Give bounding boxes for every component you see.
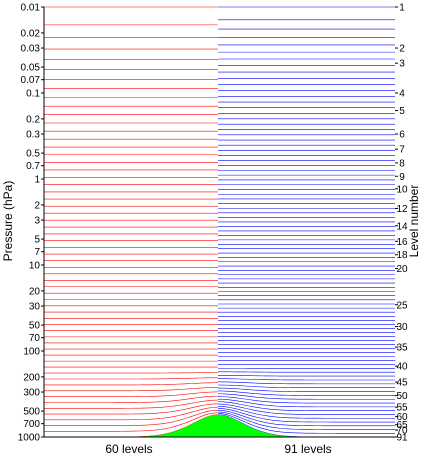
right-tick-label: 55 [396, 403, 408, 414]
left-tick-label: 50 [29, 321, 41, 332]
right-level-line [217, 406, 395, 419]
right-level-line [217, 401, 395, 411]
left-tick-label: 1 [34, 175, 40, 186]
left-level-line [44, 395, 219, 403]
left-level-line [44, 399, 219, 409]
left-tick-label: 0.05 [21, 63, 41, 74]
right-tick-label: 10 [396, 184, 408, 195]
left-tick-label: 5 [34, 235, 40, 246]
right-tick-label: 65 [396, 420, 408, 431]
right-tick-label: 50 [396, 391, 408, 402]
left-tick-label: 300 [23, 388, 40, 399]
left-tick-label: 0.1 [26, 89, 40, 100]
right-level-line [217, 393, 395, 400]
terrain-profile [44, 414, 395, 437]
right-level-line [217, 408, 395, 423]
right-level-line [217, 390, 395, 396]
left-tick-label: 3 [34, 216, 40, 227]
right-tick-label: 5 [399, 106, 405, 117]
right-tick-label: 25 [396, 300, 408, 311]
right-tick-label: 1 [399, 3, 405, 14]
left-tick-label: 200 [23, 372, 40, 383]
right-tick-label: 3 [399, 59, 405, 70]
right-level-line [217, 403, 395, 415]
right-level-line [217, 413, 395, 434]
right-tick-label: 20 [396, 264, 408, 275]
left-tick-labels: 0.010.020.030.050.070.10.20.30.50.712357… [18, 3, 44, 444]
right-level-line [217, 396, 395, 404]
left-tick-label: 500 [23, 407, 40, 418]
right-tick-label: 18 [396, 250, 408, 261]
right-tick-label: 16 [396, 237, 408, 248]
right-tick-label: 6 [399, 130, 405, 141]
right-tick-label: 14 [396, 221, 408, 232]
right-level-line [217, 387, 395, 392]
right-level-line [217, 381, 395, 385]
right-tick-label: 70 [396, 426, 408, 437]
right-tick-label: 45 [396, 378, 408, 389]
right-tick-label: 12 [396, 204, 408, 215]
right-tick-label: 40 [396, 362, 408, 373]
right-tick-label: 8 [399, 158, 405, 169]
right-tick-label: 91 [396, 433, 408, 444]
left-tick-label: 0.03 [21, 44, 41, 55]
right-tick-label: 4 [399, 89, 405, 100]
left-tick-label: 1000 [18, 433, 41, 444]
left-tick-label: 10 [29, 261, 41, 272]
right-tick-labels: 1234567891012141618202530354045505560657… [395, 3, 408, 444]
right-level-line [217, 410, 395, 427]
right-tick-label: 2 [399, 44, 405, 55]
left-tick-label: 0.07 [21, 75, 41, 86]
right-tick-label: 9 [399, 172, 405, 183]
left-tick-label: 20 [29, 286, 41, 297]
left-level-line [44, 406, 219, 421]
right-tick-label: 7 [399, 145, 405, 156]
right-level-line [217, 378, 395, 381]
left-panel-level-lines [44, 6, 219, 438]
left-tick-label: 0.3 [26, 130, 40, 141]
left-tick-label: 0.02 [21, 28, 41, 39]
left-level-line [44, 391, 219, 397]
right-level-line [217, 375, 395, 377]
panel-label-60-levels: 60 levels [105, 442, 152, 456]
left-tick-label: 30 [29, 302, 41, 313]
right-tick-label: 35 [396, 343, 408, 354]
y-axis-title-pressure: Pressure (hPa) [1, 181, 15, 262]
panel-label-91-levels: 91 levels [284, 442, 331, 456]
left-tick-label: 0.5 [26, 149, 40, 160]
left-tick-label: 700 [23, 419, 40, 430]
left-tick-label: 2 [34, 200, 40, 211]
right-panel-level-lines [217, 6, 395, 438]
right-tick-label: 60 [396, 412, 408, 423]
left-level-line [44, 382, 219, 386]
left-tick-label: 7 [34, 247, 40, 258]
y-axis-title-level-number: Level number [407, 185, 421, 258]
left-tick-label: 0.01 [21, 3, 41, 14]
right-tick-label: 30 [396, 322, 408, 333]
left-tick-label: 70 [29, 333, 41, 344]
left-level-line [44, 412, 219, 432]
right-level-line [217, 384, 395, 389]
right-level-line [217, 411, 395, 430]
left-tick-label: 0.2 [26, 114, 40, 125]
left-level-line [44, 403, 219, 415]
left-level-line [44, 377, 219, 380]
left-tick-label: 100 [23, 347, 40, 358]
right-level-line [217, 398, 395, 408]
left-tick-label: 0.7 [26, 161, 40, 172]
left-level-line [44, 409, 219, 426]
left-level-line [44, 387, 219, 392]
